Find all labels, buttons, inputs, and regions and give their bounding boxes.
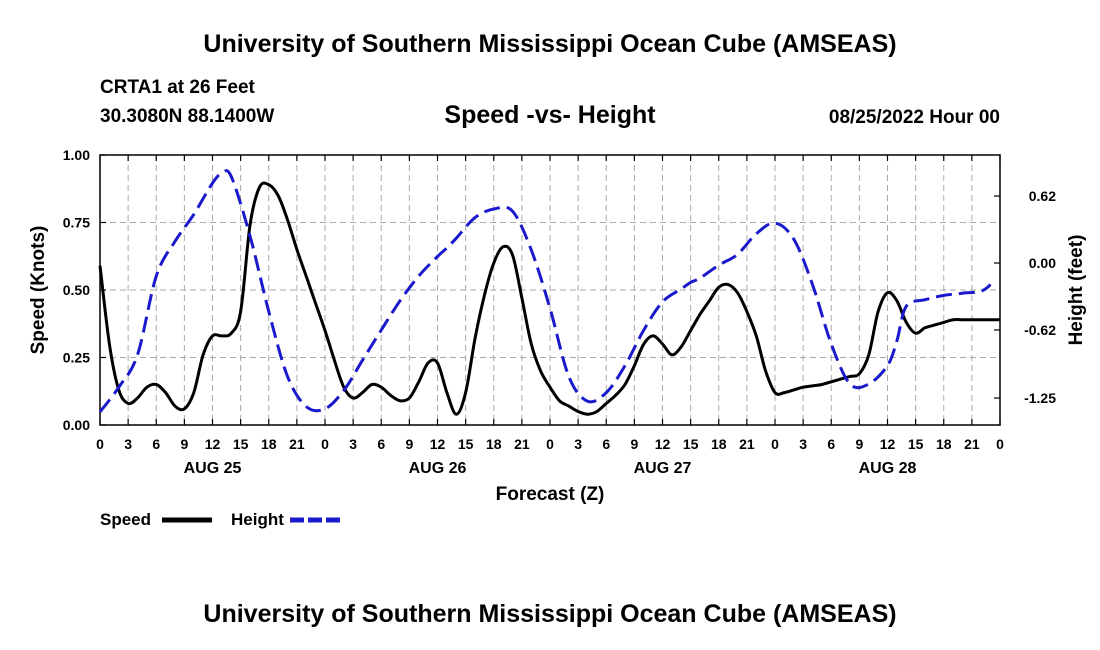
x-tick-label: 21 [289, 436, 305, 452]
x-tick-label: 3 [574, 436, 582, 452]
x-tick-label: 3 [349, 436, 357, 452]
x-axis-label: Forecast (Z) [496, 484, 605, 505]
legend-height-label: Height [231, 510, 284, 529]
x-tick-label: 12 [880, 436, 896, 452]
x-tick-label: 18 [486, 436, 502, 452]
legend-speed-label: Speed [100, 510, 152, 529]
x-tick-label: 15 [908, 436, 924, 452]
y2-tick-label: -1.25 [1024, 390, 1056, 406]
x-tick-label: 0 [771, 436, 779, 452]
y2-tick-label: 0.62 [1029, 188, 1056, 204]
legend-height: Height [231, 510, 284, 530]
page-title: University of Southern Mississippi Ocean… [203, 30, 897, 58]
y2-tick-label: 0.00 [1029, 255, 1056, 271]
x-tick-label: 15 [683, 436, 699, 452]
x-tick-label: 18 [936, 436, 952, 452]
x-tick-label: 6 [152, 436, 160, 452]
y-tick-label: 1.00 [63, 147, 90, 163]
y-axis-label: Speed (Knots) [28, 226, 49, 355]
series-line-height [98, 169, 992, 413]
x-tick-label: 21 [514, 436, 530, 452]
x-tick-label: 12 [655, 436, 671, 452]
x-tick-label: 0 [96, 436, 104, 452]
y2-tick-label: -0.62 [1024, 322, 1056, 338]
x-tick-label: 21 [964, 436, 980, 452]
station-label: CRTA1 at 26 Feet [100, 77, 255, 98]
y-tick-label: 0.00 [63, 417, 90, 433]
x-tick-label: 3 [124, 436, 132, 452]
x-tick-label: 0 [321, 436, 329, 452]
y-tick-label: 0.75 [63, 215, 90, 231]
chart-title: Speed -vs- Height [444, 101, 656, 129]
x-tick-label: 6 [377, 436, 385, 452]
footer-title: University of Southern Mississippi Ocean… [203, 600, 897, 628]
x-tick-label: 15 [233, 436, 249, 452]
y-tick-label: 0.50 [63, 282, 90, 298]
x-tick-label: 9 [405, 436, 413, 452]
x-tick-label: 9 [630, 436, 638, 452]
day-label: AUG 25 [184, 460, 242, 477]
day-label: AUG 27 [634, 460, 692, 477]
x-tick-label: 12 [205, 436, 221, 452]
x-tick-label: 3 [799, 436, 807, 452]
x-tick-label: 6 [827, 436, 835, 452]
x-tick-label: 9 [855, 436, 863, 452]
day-label: AUG 26 [409, 460, 467, 477]
y-tick-label: 0.25 [63, 350, 90, 366]
x-tick-label: 0 [996, 436, 1004, 452]
forecast-datetime: 08/25/2022 Hour 00 [828, 107, 1000, 128]
x-tick-label: 12 [430, 436, 446, 452]
x-tick-label: 6 [602, 436, 610, 452]
x-tick-label: 21 [739, 436, 755, 452]
x-tick-label: 9 [180, 436, 188, 452]
legend-speed: Speed [100, 510, 151, 530]
x-tick-label: 0 [546, 436, 554, 452]
day-label: AUG 28 [859, 460, 917, 477]
y2-axis-label: Height (feet) [1066, 235, 1087, 346]
x-tick-label: 18 [711, 436, 727, 452]
x-tick-label: 15 [458, 436, 474, 452]
coordinates-label: 30.3080N 88.1400W [100, 106, 275, 127]
x-tick-label: 18 [261, 436, 277, 452]
